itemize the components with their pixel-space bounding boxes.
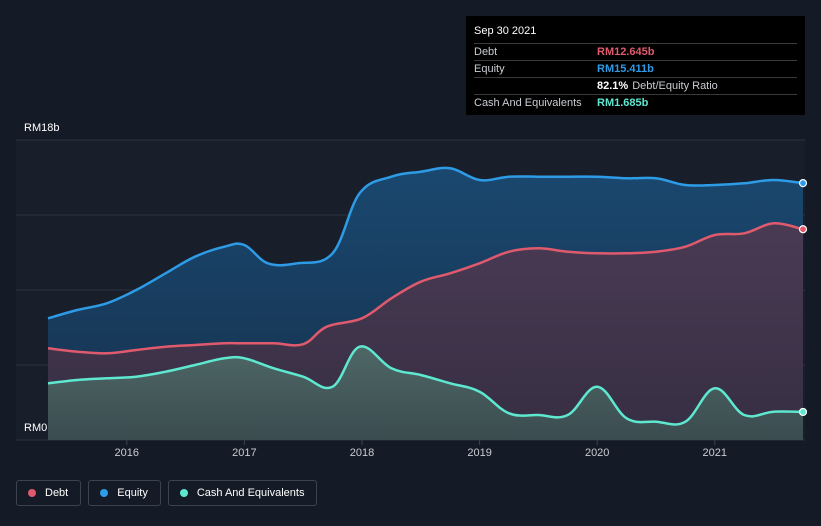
- x-tick-label: 2018: [349, 447, 375, 459]
- tooltip-date: Sep 30 2021: [474, 25, 537, 37]
- legend-dot-icon: [179, 489, 188, 497]
- legend-item-equity[interactable]: Equity: [88, 480, 161, 506]
- legend-label: Cash And Equivalents: [196, 487, 305, 499]
- tooltip-value: RM12.645b: [597, 46, 655, 58]
- tooltip-label: Debt: [474, 46, 498, 58]
- cash-and-equivalents-line: [47, 345, 804, 426]
- debt-end-marker: [798, 225, 808, 234]
- tooltip-panel: Sep 30 2021 Debt RM12.645b Equity RM15.4…: [466, 16, 805, 115]
- tooltip-value: 82.1%: [597, 80, 629, 92]
- x-tick-label: 2021: [702, 447, 728, 459]
- series-lines: [47, 166, 804, 426]
- x-tick-label: 2016: [114, 447, 140, 459]
- legend-dot-icon: [100, 489, 109, 497]
- debt-line: [47, 222, 804, 355]
- tooltip-label: Cash And Equivalents: [474, 97, 582, 109]
- equity-line: [47, 166, 804, 320]
- equity-end-marker: [798, 179, 808, 188]
- x-tick-label: 2020: [584, 447, 610, 459]
- tooltip-row-equity: Equity RM15.411b: [474, 60, 797, 77]
- cash-and-equivalents-area: [48, 346, 803, 440]
- tooltip-value: RM1.685b: [597, 97, 649, 109]
- tooltip-row-ratio: 82.1% Debt/Equity Ratio: [474, 77, 797, 94]
- tooltip-row-cash: Cash And Equivalents RM1.685b: [474, 94, 797, 111]
- legend-item-debt[interactable]: Debt: [16, 480, 82, 506]
- y-axis-top-label: RM18b: [24, 122, 60, 134]
- legend: Debt Equity Cash And Equivalents: [16, 480, 318, 506]
- tooltip-value: RM15.411b: [597, 63, 654, 75]
- tooltip-label: Equity: [474, 63, 505, 75]
- legend-label: Equity: [117, 487, 148, 499]
- cash-and-equivalents-end-marker: [798, 407, 808, 417]
- legend-item-cash[interactable]: Cash And Equivalents: [167, 480, 318, 506]
- series-areas: [48, 167, 803, 440]
- tooltip-ratio-desc: Debt/Equity Ratio: [632, 80, 718, 92]
- end-markers: [798, 179, 808, 417]
- legend-label: Debt: [45, 487, 69, 499]
- x-tick-label: 2017: [232, 447, 257, 459]
- y-axis-bottom-label: RM0: [24, 422, 48, 434]
- x-tick-label: 2019: [467, 447, 492, 459]
- legend-dot-icon: [28, 489, 36, 497]
- tooltip-row-debt: Debt RM12.645b: [474, 43, 797, 60]
